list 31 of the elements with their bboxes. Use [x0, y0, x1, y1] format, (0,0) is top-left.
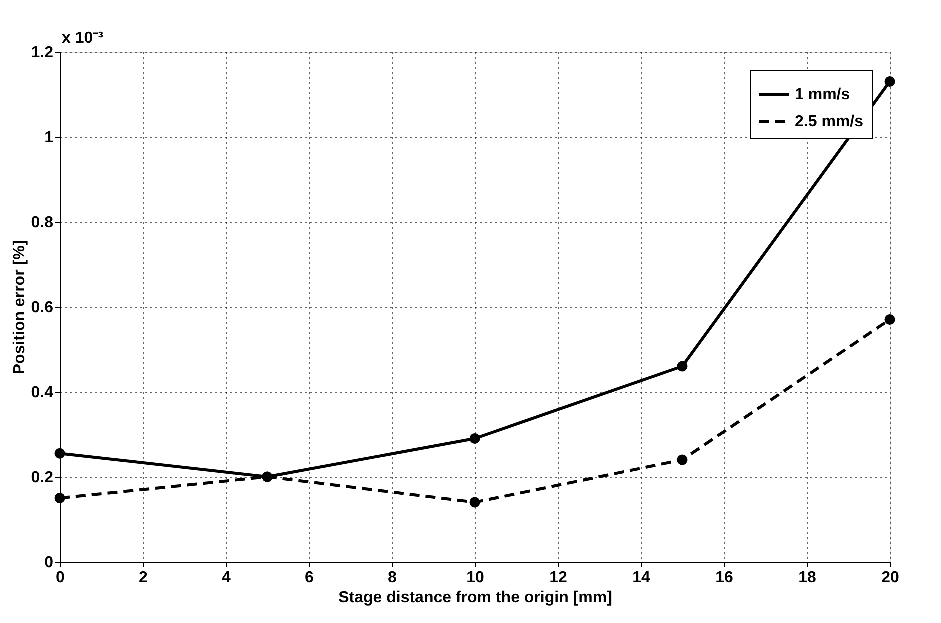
legend-label: 1 mm/s — [795, 86, 850, 104]
x-tick-label: 10 — [466, 570, 484, 586]
x-axis-title: Stage distance from the origin [mm] — [338, 590, 612, 606]
y-tick-label: 1 — [44, 130, 54, 146]
x-tick-label: 12 — [550, 570, 568, 586]
x-tick-label: 0 — [56, 570, 66, 586]
x-tick-label: 8 — [388, 570, 398, 586]
x-tick-label: 18 — [798, 570, 816, 586]
point — [677, 454, 688, 466]
x-tick-label: 20 — [882, 570, 900, 586]
point — [54, 448, 66, 459]
x-tick-label: 14 — [632, 570, 650, 586]
point — [884, 76, 896, 87]
point — [470, 497, 480, 508]
point — [54, 493, 66, 504]
x-tick-label: 4 — [222, 570, 232, 586]
y-tick-label: 1.2 — [31, 44, 54, 62]
y-axis-title: Position error [%] — [11, 240, 28, 375]
y-tick-label: 0.2 — [31, 470, 54, 486]
legend-label: 2.5 mm/s — [795, 114, 864, 130]
x-tick-label: 2 — [139, 570, 148, 586]
y-tick-label: 0.4 — [31, 384, 54, 402]
point — [884, 314, 896, 325]
y-tick-label: 0.8 — [31, 214, 54, 232]
x-tick-label: 6 — [305, 570, 314, 586]
point — [470, 434, 480, 444]
text: x 10⁻³ — [62, 30, 104, 47]
y-tick-label: 0 — [44, 554, 54, 572]
point — [677, 361, 688, 372]
y-tick-label: 0.6 — [31, 300, 54, 316]
x-tick-label: 16 — [716, 570, 734, 586]
